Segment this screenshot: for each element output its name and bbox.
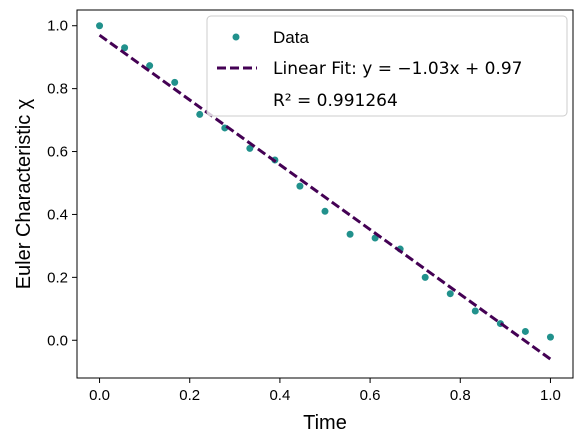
- data-point: [171, 78, 179, 86]
- legend-data-marker: [232, 33, 240, 41]
- legend-fit-label: Linear Fit: y = −1.03x + 0.97: [273, 59, 522, 79]
- data-point: [121, 44, 129, 52]
- y-tick-label: 0.0: [47, 332, 68, 349]
- legend-r-squared: R² = 0.991264: [273, 91, 398, 111]
- legend: Data Linear Fit: y = −1.03x + 0.97 R² = …: [206, 15, 568, 117]
- y-tick-label: 0.4: [47, 206, 68, 223]
- y-tick-label: 1.0: [47, 18, 68, 35]
- y-tick-label: 0.6: [47, 144, 68, 161]
- data-point: [371, 234, 379, 242]
- legend-data-label: Data: [273, 28, 309, 47]
- plot-frame: [76, 9, 574, 379]
- data-point: [446, 290, 454, 298]
- plot-layer: [96, 22, 554, 361]
- data-point: [471, 307, 479, 315]
- data-point: [196, 110, 204, 118]
- data-point: [96, 22, 104, 30]
- data-point: [146, 62, 154, 70]
- y-axis-label: Euler Characteristic χ: [13, 98, 35, 289]
- y-tick-label: 0.2: [47, 269, 68, 286]
- x-tick-label: 0.6: [360, 387, 381, 404]
- fit-line: [98, 33, 552, 361]
- data-point: [296, 182, 304, 190]
- data-point: [421, 273, 429, 281]
- axis-layer: 0.0 0.2 0.4 0.6 0.8 1.0 0.0 0.2 0.4 0.6 0.8 1.0: [47, 18, 561, 404]
- data-point: [321, 207, 329, 215]
- y-tick-label: 0.8: [47, 81, 68, 98]
- x-tick-label: 0.0: [89, 387, 110, 404]
- x-tick-label: 0.8: [450, 387, 471, 404]
- data-point: [546, 333, 554, 341]
- data-point: [246, 144, 254, 152]
- legend-box: [206, 15, 568, 117]
- x-tick-label: 0.2: [179, 387, 200, 404]
- x-axis-label: Time: [303, 412, 347, 434]
- data-point: [346, 230, 354, 238]
- data-point: [521, 327, 529, 335]
- x-tick-label: 0.4: [269, 387, 290, 404]
- x-tick-label: 1.0: [540, 387, 561, 404]
